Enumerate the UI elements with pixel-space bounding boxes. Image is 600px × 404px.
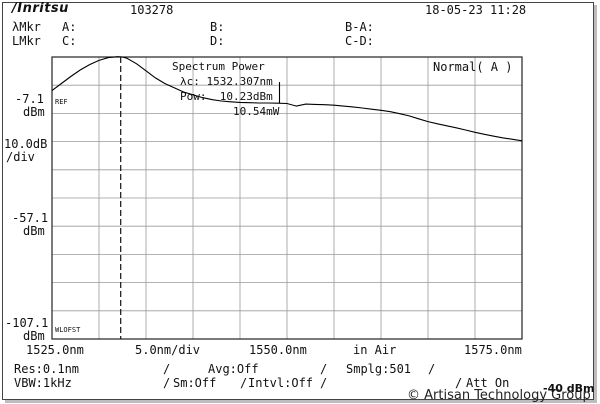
mid-level-value: -57.1 — [12, 211, 49, 225]
span-per-div: 5.0nm/div — [135, 343, 201, 357]
marker-c-d: C-D: — [345, 34, 374, 48]
watermark: © Artisan Technology Group — [407, 388, 591, 403]
separator: / — [320, 376, 328, 390]
instrument-screen — [2, 2, 594, 400]
power-dbm: Pow: 10.23dBm — [180, 90, 273, 103]
separator: / — [455, 376, 463, 390]
spectrum-chart — [51, 56, 523, 340]
spectrum-trace — [51, 56, 523, 142]
bottom-level-unit: dBm — [23, 329, 45, 343]
spectrum-plot: REF WLOFST Spectrum Power λc: 1532.307nm… — [51, 56, 523, 340]
separator: / — [320, 362, 328, 376]
power-mw: 10.54mW — [233, 105, 280, 118]
marker-b: B: — [210, 20, 225, 34]
separator: / — [163, 376, 171, 390]
separator: / — [163, 362, 171, 376]
display-mode: Normal( A ) — [433, 60, 513, 74]
video-bandwidth: VBW:1kHz — [14, 376, 72, 390]
attenuator: Att On — [466, 376, 510, 390]
marker-d: D: — [210, 34, 225, 48]
interval: Intvl:Off — [248, 376, 314, 390]
mid-level-unit: dBm — [23, 224, 45, 238]
averaging: Avg:Off — [208, 362, 259, 376]
datetime: 18-05-23 11:28 — [425, 3, 527, 17]
scale-value: 10.0dB — [4, 137, 48, 151]
stop-wavelength: 1575.0nm — [464, 343, 522, 357]
wlofst-tag: WLOFST — [55, 326, 81, 334]
smoothing: Sm:Off — [173, 376, 217, 390]
marker-c: C: — [62, 34, 77, 48]
level-marker-label: LMkr — [12, 34, 41, 48]
analysis-title: Spectrum Power — [172, 60, 265, 73]
sampling: Smplg:501 — [346, 362, 412, 376]
plot-border — [51, 56, 523, 340]
resolution: Res:0.1nm — [14, 362, 80, 376]
medium: in Air — [353, 343, 397, 357]
start-wavelength: 1525.0nm — [26, 343, 84, 357]
separator: / — [240, 376, 248, 390]
model-number: 103278 — [130, 3, 174, 17]
wavelength-marker-label: λMkr — [12, 20, 41, 34]
ref-level-unit: dBm — [23, 105, 45, 119]
attenuator-value: -40 dBm — [543, 382, 595, 395]
center-wavelength: λc: 1532.307nm — [180, 75, 273, 88]
separator: / — [428, 362, 436, 376]
bottom-level-value: -107.1 — [5, 316, 49, 330]
ref-level-value: -7.1 — [15, 92, 44, 106]
ref-tag: REF — [55, 98, 68, 106]
brand-logo: /Inritsu — [12, 1, 69, 16]
marker-b-a: B-A: — [345, 20, 374, 34]
center-wavelength-axis: 1550.0nm — [249, 343, 307, 357]
marker-a: A: — [62, 20, 77, 34]
scale-unit: /div — [6, 150, 35, 164]
